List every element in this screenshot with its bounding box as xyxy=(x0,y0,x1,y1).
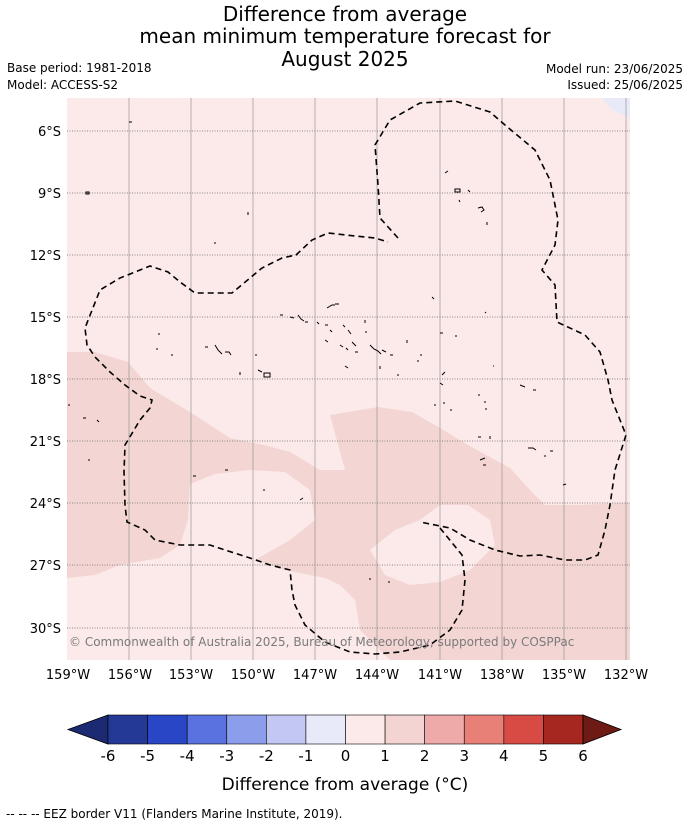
lon-label: 138°W xyxy=(480,668,524,683)
lon-label: 132°W xyxy=(604,668,648,683)
colorbar-swatch xyxy=(107,714,148,745)
lat-label: 15°S xyxy=(30,311,61,326)
lon-label: 150°W xyxy=(231,668,275,683)
colorbar-swatch xyxy=(384,714,425,745)
colorbar-tick-label: -5 xyxy=(140,747,155,765)
longitude-gridlines xyxy=(128,98,627,660)
colorbar-tick-label: -1 xyxy=(298,747,313,765)
lat-label: 18°S xyxy=(30,373,61,388)
lat-label: 12°S xyxy=(30,249,61,264)
colorbar-swatch xyxy=(345,714,386,745)
issued-date: Issued: 25/06/2025 xyxy=(567,78,683,92)
title-line-1: Difference from average xyxy=(222,2,468,26)
colorbar-tick-label: 1 xyxy=(380,747,390,765)
lon-label: 141°W xyxy=(418,668,462,683)
lon-label: 144°W xyxy=(355,668,399,683)
colorbar-swatch xyxy=(305,714,346,745)
eez-footnote: -- -- -- EEZ border V11 (Flanders Marine… xyxy=(6,807,343,821)
island-outlines xyxy=(68,121,567,583)
model-name: Model: ACCESS-S2 xyxy=(7,78,119,92)
title-line-3: August 2025 xyxy=(281,47,409,71)
lon-label: 135°W xyxy=(542,668,586,683)
colorbar-tick-label: -2 xyxy=(259,747,274,765)
colorbar-under-arrow xyxy=(66,714,109,745)
anomaly-region-1-2 xyxy=(67,352,630,660)
colorbar-swatch xyxy=(503,714,544,745)
copyright-notice: © Commonwealth of Australia 2025, Bureau… xyxy=(69,635,574,649)
anomaly-region-negative xyxy=(602,98,630,117)
colorbar-swatch xyxy=(463,714,505,745)
colorbar-tick-label: 3 xyxy=(459,747,469,765)
colorbar-swatch xyxy=(226,714,267,745)
lat-label: 30°S xyxy=(30,622,61,637)
map-panel: © Commonwealth of Australia 2025, Bureau… xyxy=(67,98,630,660)
lat-label: 21°S xyxy=(30,435,61,450)
colorbar-swatch xyxy=(186,714,228,745)
colorbar-tick-label: -6 xyxy=(101,747,116,765)
colorbar-over-arrow xyxy=(582,714,623,745)
title-line-2: mean minimum temperature forecast for xyxy=(139,24,551,48)
colorbar-swatch xyxy=(147,714,188,745)
colorbar-swatch xyxy=(424,714,465,745)
lat-label: 24°S xyxy=(30,497,61,512)
colorbar-tick-label: -4 xyxy=(180,747,195,765)
lat-label: 6°S xyxy=(38,125,61,140)
colorbar-swatch xyxy=(543,714,584,745)
lat-label: 27°S xyxy=(30,559,61,574)
lon-label: 156°W xyxy=(108,668,152,683)
colorbar-label: Difference from average (°C) xyxy=(222,775,469,795)
model-run: Model run: 23/06/2025 xyxy=(545,62,683,76)
colorbar-tick-labels: -6 -5 -4 -3 -2 -1 0 1 2 3 4 5 6 xyxy=(101,747,588,765)
colorbar-tick-label: 5 xyxy=(539,747,549,765)
eez-border-main xyxy=(84,100,627,655)
lon-label: 153°W xyxy=(169,668,213,683)
base-period: Base period: 1981-2018 xyxy=(7,61,152,75)
colorbar-tick-label: 4 xyxy=(499,747,509,765)
colorbar-swatch xyxy=(266,714,307,745)
anomaly-region-0-1-southwest xyxy=(67,598,195,660)
lon-label: 159°W xyxy=(46,668,90,683)
colorbar-tick-label: 0 xyxy=(341,747,351,765)
colorbar xyxy=(66,714,623,745)
colorbar-tick-label: 2 xyxy=(420,747,430,765)
lon-label: 147°W xyxy=(293,668,337,683)
anomaly-region-0-1-south xyxy=(245,620,280,650)
colorbar-tick-label: 6 xyxy=(578,747,588,765)
lat-label: 9°S xyxy=(38,187,61,202)
colorbar-tick-label: -3 xyxy=(219,747,234,765)
